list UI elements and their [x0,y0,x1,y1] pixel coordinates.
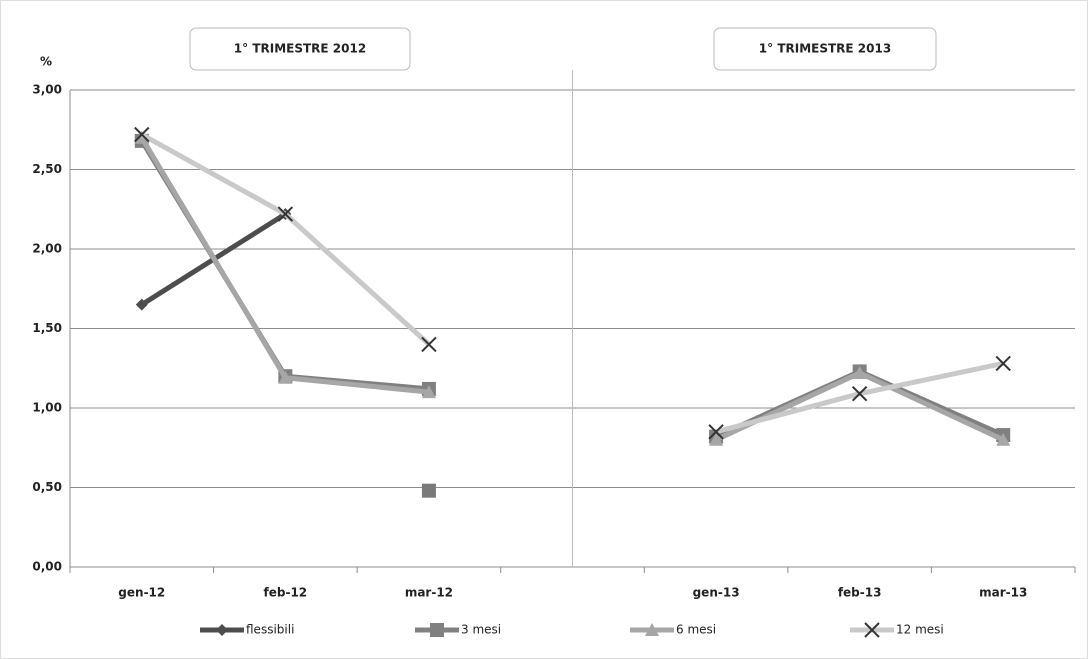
x-tick-label: gen-13 [693,586,740,600]
marker [421,483,436,498]
marker [864,622,880,638]
panel-title-box [713,27,937,71]
marker [708,424,724,440]
legend-label: 6 mesi [676,623,716,637]
marker [645,623,659,636]
y-tick-label: 3,00 [32,83,62,97]
y-tick-label: 0,00 [32,560,62,574]
x-tick-label: feb-12 [264,586,308,600]
y-tick-label: 0,50 [32,480,62,494]
y-tick-label: 1,50 [32,321,62,335]
marker [421,385,436,399]
x-tick-label: mar-13 [979,586,1027,600]
y-tick-label: 2,50 [32,162,62,176]
marker [995,355,1011,372]
marker [216,624,228,636]
y-tick-label: 1,00 [32,401,62,415]
x-tick-label: feb-13 [838,586,882,600]
marker [851,385,868,402]
marker [135,298,148,311]
legend-label: 12 mesi [896,623,944,637]
marker [278,370,293,384]
marker [709,432,724,446]
marker [852,366,867,380]
panel-title: 1° TRIMESTRE 2012 [234,42,366,56]
x-tick-label: gen-12 [118,586,165,600]
marker [421,336,437,353]
legend-label: 3 mesi [461,623,501,637]
marker [277,206,294,222]
marker [996,432,1011,446]
y-tick-label: 2,00 [32,242,62,256]
marker [134,126,150,143]
x-tick-label: mar-12 [405,586,453,600]
legend-label: flessibili [246,623,294,637]
panel-title-box [189,27,411,71]
panel-title: 1° TRIMESTRE 2013 [759,42,891,56]
y-axis-label: % [40,55,52,69]
marker [430,623,444,637]
